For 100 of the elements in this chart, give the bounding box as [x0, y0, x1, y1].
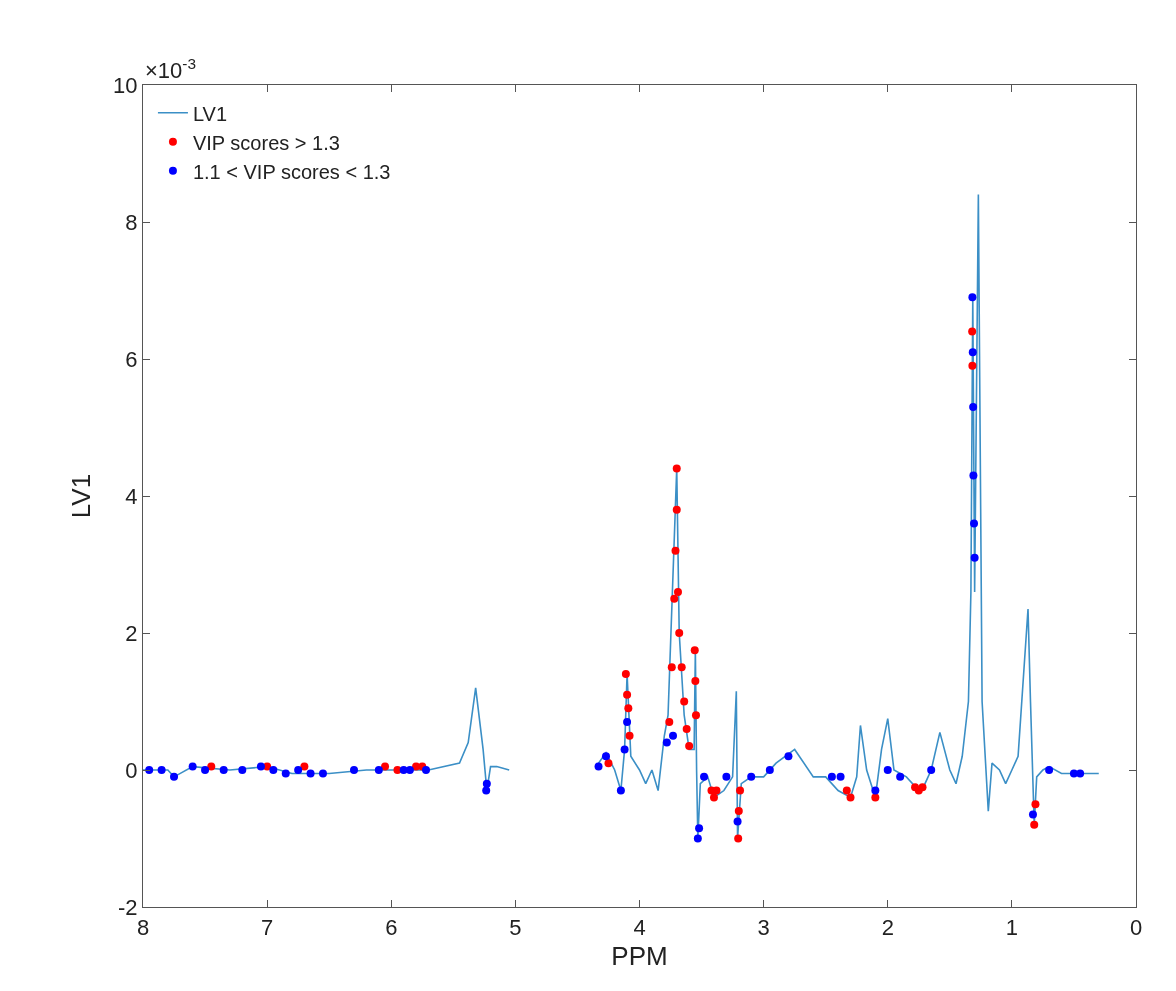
point [374, 766, 383, 774]
point [1031, 800, 1040, 809]
point [294, 766, 303, 774]
point [827, 772, 836, 781]
point [670, 594, 679, 603]
point [1030, 820, 1039, 829]
point [784, 752, 793, 761]
point [693, 834, 702, 843]
point [625, 731, 634, 740]
x-tick-label: 7 [261, 914, 274, 940]
x-tick-label: 3 [757, 914, 770, 940]
point [968, 348, 977, 357]
point [969, 471, 978, 480]
legend-label: VIP scores > 1.3 [192, 131, 340, 154]
point [836, 772, 845, 781]
x-tick-label: 4 [633, 914, 646, 940]
point [896, 772, 905, 781]
y-tick-label: -2 [117, 894, 138, 920]
y-tick-label: 4 [125, 483, 138, 509]
point [318, 769, 327, 778]
point [883, 766, 892, 774]
x-tick-label: 0 [1129, 914, 1143, 940]
point [846, 793, 855, 802]
point [700, 772, 709, 781]
point [970, 553, 979, 562]
x-tick-label: 1 [1005, 914, 1019, 940]
point [682, 724, 691, 733]
point [671, 546, 680, 555]
y-tick-label: 0 [125, 757, 138, 783]
point [422, 766, 431, 774]
point [621, 670, 630, 679]
point [871, 786, 880, 795]
y-tick-label: 6 [125, 346, 138, 372]
point [733, 817, 742, 826]
point [201, 766, 210, 774]
x-tick-label: 6 [385, 914, 398, 940]
point [968, 327, 977, 336]
point [677, 663, 686, 672]
point [1045, 766, 1054, 774]
point [765, 766, 774, 774]
point [709, 793, 718, 802]
point [968, 361, 977, 370]
legend-label: LV1 [192, 102, 228, 125]
x-tick-label: 5 [509, 914, 522, 940]
point [393, 766, 402, 774]
point [207, 762, 216, 771]
point [623, 690, 632, 699]
point [968, 293, 977, 302]
point [269, 766, 278, 774]
y-tick-label: 10 [113, 72, 138, 98]
point [665, 718, 674, 727]
point [680, 697, 689, 706]
text: ×10$^{-3}$ [145, 55, 197, 84]
point [601, 752, 610, 761]
point [667, 663, 676, 672]
y-tick-label: 8 [125, 209, 138, 235]
point [842, 786, 851, 795]
point [405, 766, 414, 774]
point [616, 786, 625, 795]
point [690, 646, 699, 655]
point [871, 793, 880, 802]
point [620, 745, 629, 754]
point [669, 731, 678, 740]
point [157, 766, 166, 774]
point [624, 704, 633, 713]
point [918, 783, 927, 792]
point [238, 766, 247, 774]
point [1028, 810, 1037, 819]
point [747, 772, 756, 781]
point [734, 834, 743, 843]
point [219, 766, 228, 774]
point [623, 718, 632, 727]
point [256, 762, 265, 771]
x-tick-label: 2 [881, 914, 894, 940]
point [300, 762, 309, 771]
point [672, 464, 681, 473]
point [482, 779, 491, 788]
y-axis-title: LV1 [66, 473, 97, 519]
point [675, 629, 684, 637]
point [170, 772, 179, 781]
point [281, 769, 290, 778]
x-axis-title: PPM [611, 941, 668, 972]
point [662, 738, 671, 747]
point [350, 766, 359, 774]
point [722, 772, 731, 781]
point [691, 676, 700, 685]
point [1076, 769, 1085, 778]
point [672, 505, 681, 514]
point [736, 786, 745, 795]
point [734, 807, 743, 816]
point [594, 762, 603, 771]
point [691, 711, 700, 720]
point [927, 766, 936, 774]
point [381, 762, 390, 771]
point [673, 587, 682, 596]
point [482, 786, 491, 795]
point [970, 519, 979, 528]
point [695, 824, 704, 833]
point [306, 769, 315, 778]
point [604, 759, 613, 768]
